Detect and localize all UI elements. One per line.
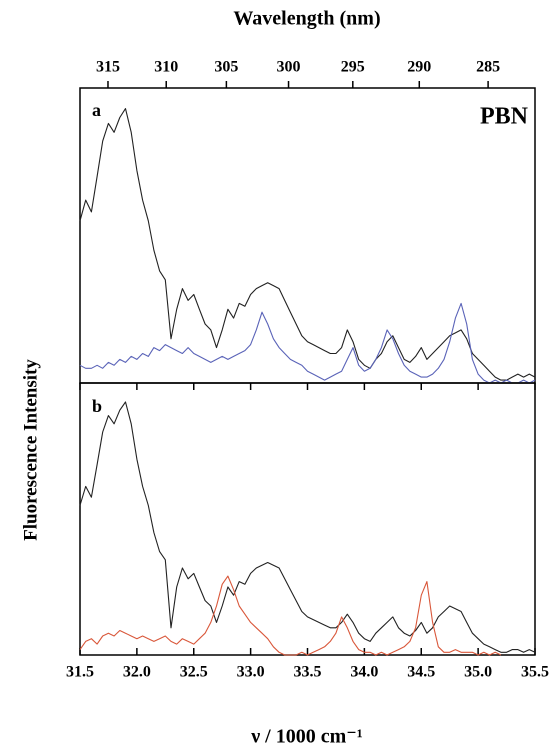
- x-tick-label: 34.0: [350, 664, 378, 681]
- x-tick-label: 33.5: [294, 664, 322, 681]
- x-tick-label: 32.5: [180, 664, 208, 681]
- series-line: [79, 302, 536, 384]
- top-tick-label: 285: [476, 59, 500, 76]
- x-tick-label: 32.0: [123, 664, 151, 681]
- x-tick-label: 35.5: [521, 664, 549, 681]
- x-tick-label: 31.5: [66, 664, 94, 681]
- panel-label: a: [92, 100, 101, 120]
- top-tick-label: 290: [407, 59, 431, 76]
- top-tick-label: 295: [341, 59, 365, 76]
- series-line: [79, 575, 502, 656]
- top-tick-label: 300: [277, 59, 301, 76]
- x-axis-title: ν / 1000 cm⁻¹: [250, 726, 363, 748]
- top-tick-label: 310: [154, 59, 178, 76]
- series-line: [79, 108, 536, 381]
- x-tick-label: 33.0: [237, 664, 265, 681]
- plot-frame: [79, 382, 536, 656]
- x-tick-label: 34.5: [407, 664, 435, 681]
- top-axis-title: Wavelength (nm): [233, 8, 380, 30]
- panel-label: b: [92, 396, 102, 416]
- top-tick-label: 315: [96, 59, 120, 76]
- series-line: [79, 401, 536, 653]
- top-tick-label: 305: [214, 59, 238, 76]
- y-axis-title: Fluorescence Intensity: [20, 359, 41, 541]
- x-tick-label: 35.0: [464, 664, 492, 681]
- annotation: PBN: [480, 104, 529, 130]
